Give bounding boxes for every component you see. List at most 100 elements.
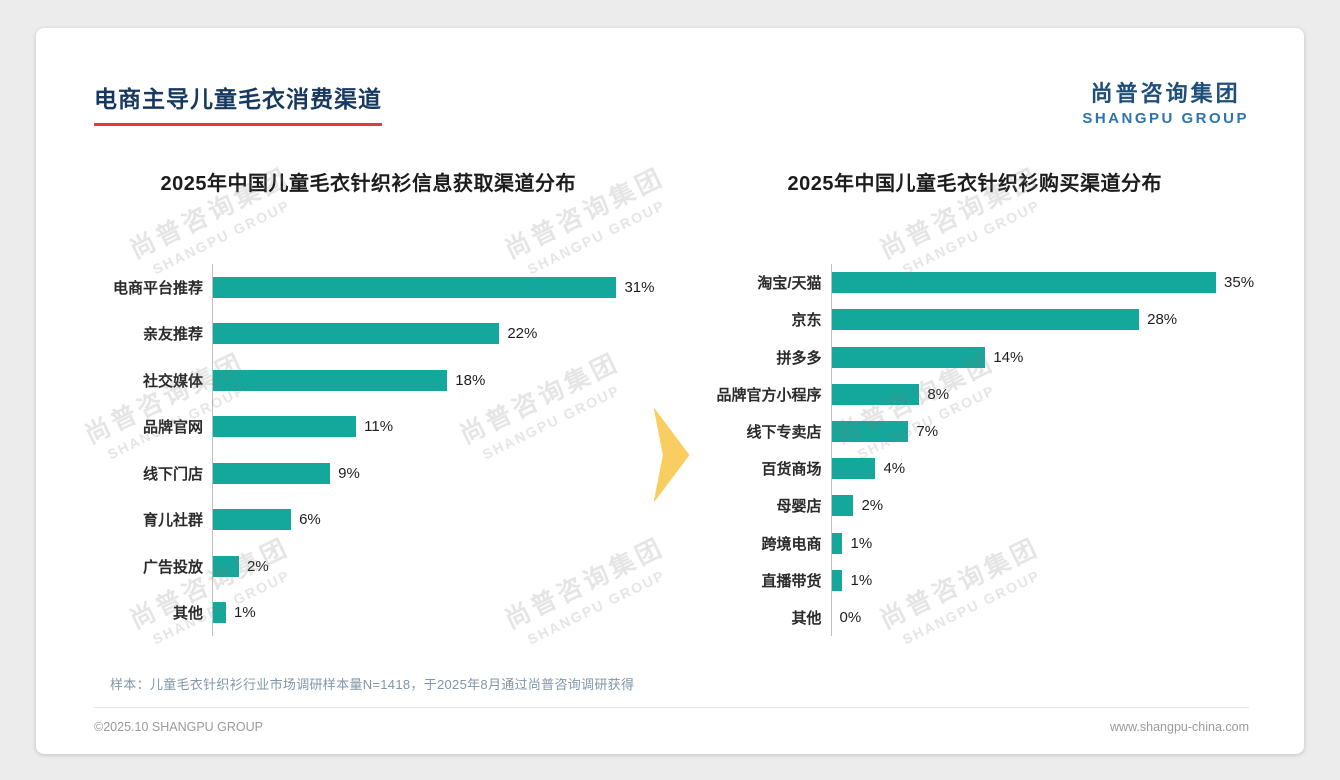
value-label: 0% — [839, 608, 862, 626]
bar — [213, 323, 500, 345]
bar-track: 9% — [212, 450, 643, 497]
charts-section: 2025年中国儿童毛衣针织衫信息获取渠道分布 电商平台推荐 31% 亲友推荐 22% 社… — [94, 167, 1254, 637]
bar — [831, 346, 986, 368]
bar-track: 14% — [830, 338, 1250, 376]
chart-row: 百货商场 4% — [701, 450, 1250, 488]
sample-note: 样本：儿童毛衣针织衫行业市场调研样本量N=1418，于2025年8月通过尚普咨询… — [110, 677, 635, 692]
chart-row: 京东 28% — [701, 301, 1250, 339]
chart-info-channels: 2025年中国儿童毛衣针织衫信息获取渠道分布 电商平台推荐 31% 亲友推荐 22% 社… — [94, 167, 655, 636]
website-url: www.shangpu-china.com — [1110, 720, 1249, 734]
value-label: 6% — [299, 511, 321, 529]
bar-track: 2% — [212, 543, 643, 590]
value-label: 11% — [364, 418, 394, 436]
bar — [831, 420, 909, 442]
chart-row: 电商平台推荐 31% — [94, 264, 655, 311]
bar — [831, 309, 1140, 331]
value-label: 4% — [883, 460, 906, 478]
bar — [213, 369, 448, 391]
bar-track: 6% — [212, 496, 643, 543]
page-title: 电商主导儿童毛衣消费渠道 — [94, 80, 382, 126]
slide-card: 尚普咨询集团 SHANGPU GROUP 尚普咨询集团 SHANGPU GROU… — [36, 28, 1304, 754]
category-label: 京东 — [791, 312, 822, 330]
value-label: 9% — [338, 464, 360, 482]
copyright-text: ©2025.10 SHANGPU GROUP — [94, 720, 263, 734]
category-label: 跨境电商 — [761, 535, 822, 553]
value-label: 14% — [993, 348, 1024, 366]
value-label: 22% — [507, 325, 538, 343]
bar — [831, 272, 1217, 294]
category-label: 育儿社群 — [142, 512, 203, 530]
category-label: 直播带货 — [761, 572, 822, 590]
chart-row: 母婴店 2% — [701, 487, 1250, 525]
bar-track: 8% — [830, 375, 1250, 413]
chart-row: 广告投放 2% — [94, 543, 643, 590]
chart-purchase-channels: 2025年中国儿童毛衣针织衫购买渠道分布 淘宝/天猫 35% 京东 28% 拼多多 14%… — [701, 167, 1254, 637]
category-label: 广告投放 — [142, 558, 203, 576]
transition-arrow-icon — [653, 407, 690, 503]
value-label: 35% — [1224, 274, 1255, 292]
category-label: 淘宝/天猫 — [757, 275, 822, 293]
bar-track: 1% — [830, 524, 1250, 562]
chart-row: 育儿社群 6% — [94, 496, 643, 543]
bar-track: 1% — [830, 561, 1250, 599]
footer-bar: ©2025.10 SHANGPU GROUP www.shangpu-china… — [94, 708, 1249, 734]
value-label: 8% — [927, 385, 950, 403]
category-label: 线下专卖店 — [746, 423, 822, 441]
bar — [831, 458, 876, 480]
chart-row: 跨境电商 1% — [701, 524, 1250, 562]
chart-rows-right: 淘宝/天猫 35% 京东 28% 拼多多 14% 品牌官方小程序 8% 线下专卖店 7% 百货商场 4… — [701, 264, 1254, 637]
bar — [213, 462, 331, 484]
chart-row: 拼多多 14% — [701, 338, 1250, 376]
category-label: 百货商场 — [761, 461, 822, 479]
chart-row: 社交媒体 18% — [94, 357, 643, 404]
logo-english-text: SHANGPU GROUP — [1082, 110, 1249, 127]
category-label: 其他 — [172, 605, 203, 623]
value-label: 31% — [624, 278, 655, 296]
chart-row: 其他 1% — [94, 589, 643, 636]
chart-rows-left: 电商平台推荐 31% 亲友推荐 22% 社交媒体 18% 品牌官网 11% 线下门店 9% 育儿社群… — [94, 264, 655, 636]
category-label: 其他 — [791, 609, 822, 627]
chart-row: 亲友推荐 22% — [94, 310, 643, 357]
bar — [213, 276, 617, 298]
bar-track: 18% — [212, 357, 643, 404]
category-label: 品牌官网 — [142, 419, 203, 437]
bar-track: 4% — [830, 450, 1250, 488]
chart-row: 线下门店 9% — [94, 450, 643, 497]
bar — [831, 383, 920, 405]
bar-track: 7% — [830, 412, 1250, 451]
chart-row: 其他 0% — [701, 598, 1250, 637]
bar — [831, 495, 854, 517]
arrow-column — [643, 167, 701, 636]
bar-track: 22% — [212, 310, 643, 357]
value-label: 2% — [247, 557, 269, 575]
footer-divider — [94, 707, 1249, 708]
chart-row: 线下专卖店 7% — [701, 412, 1250, 451]
bar — [213, 509, 292, 531]
value-label: 1% — [850, 571, 873, 589]
category-label: 品牌官方小程序 — [716, 386, 822, 404]
chart-row: 淘宝/天猫 35% — [701, 264, 1254, 302]
category-label: 社交媒体 — [142, 372, 203, 390]
header: 电商主导儿童毛衣消费渠道 尚普咨询集团 SHANGPU GROUP — [94, 58, 1249, 127]
chart-row: 品牌官方小程序 8% — [701, 375, 1250, 413]
value-label: 1% — [850, 534, 873, 552]
chart-title-left: 2025年中国儿童毛衣针织衫信息获取渠道分布 — [160, 173, 576, 195]
bar — [213, 416, 357, 438]
value-label: 1% — [234, 604, 256, 622]
bar — [213, 555, 240, 577]
bar-track: 31% — [212, 264, 655, 311]
bar-track: 0% — [830, 598, 1250, 637]
chart-row: 品牌官网 11% — [94, 403, 643, 450]
bar-track: 2% — [830, 487, 1250, 525]
bar — [213, 602, 226, 624]
category-label: 母婴店 — [776, 498, 822, 516]
bar — [831, 532, 843, 554]
value-label: 2% — [861, 497, 884, 515]
bar-track: 35% — [830, 264, 1254, 302]
bar-track: 11% — [212, 403, 643, 450]
bar — [831, 569, 843, 591]
company-logo: 尚普咨询集团 SHANGPU GROUP — [1082, 76, 1249, 127]
chart-title-right: 2025年中国儿童毛衣针织衫购买渠道分布 — [787, 173, 1162, 195]
chart-row: 直播带货 1% — [701, 561, 1250, 599]
category-label: 线下门店 — [142, 465, 203, 483]
